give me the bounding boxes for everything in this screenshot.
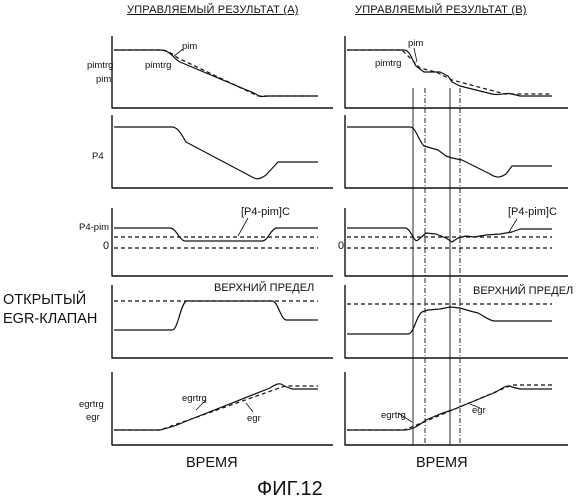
egr-a-target-trace xyxy=(114,386,318,430)
egrv-a-trace xyxy=(114,301,318,330)
egrv-b-trace xyxy=(347,307,552,334)
p4pim-a-trace xyxy=(114,228,318,241)
egr-b-actual-trace xyxy=(347,386,552,430)
pim-b-leader xyxy=(414,48,417,62)
egr-a-target-leader xyxy=(196,400,206,410)
p4-a-axes xyxy=(112,115,333,188)
pim-a-axes xyxy=(112,36,333,108)
pim-b-target-trace xyxy=(347,50,552,94)
p4-b-trace xyxy=(347,127,552,177)
plot-axes xyxy=(112,36,568,445)
egrv-a-axes xyxy=(112,285,333,358)
egr-b-actual-leader xyxy=(470,404,480,408)
p4pim-b-axes xyxy=(345,208,568,276)
egr-b-target-leader xyxy=(398,413,412,422)
egr-a-actual-leader xyxy=(246,403,253,412)
p4-b-axes xyxy=(345,115,568,188)
p4pim-a-leader xyxy=(238,218,248,236)
egr-b-target-trace xyxy=(347,385,552,430)
pim-a-actual-trace xyxy=(114,50,318,97)
p4pim-a-axes xyxy=(112,208,333,276)
p4pim-b-trace xyxy=(347,228,552,242)
pim-b-axes xyxy=(345,36,568,108)
egr-a-actual-trace xyxy=(114,384,318,430)
pim-b-actual-trace xyxy=(347,50,552,96)
time-markers xyxy=(413,88,460,445)
pim-a-target-trace xyxy=(114,50,318,96)
pim-a-leader xyxy=(174,49,183,56)
p4-a-trace xyxy=(114,127,318,179)
